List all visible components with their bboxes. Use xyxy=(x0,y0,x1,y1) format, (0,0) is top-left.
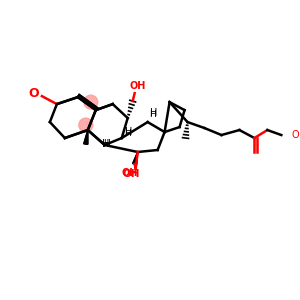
Text: H: H xyxy=(102,139,110,149)
Circle shape xyxy=(84,95,98,109)
Circle shape xyxy=(79,118,93,132)
Text: OH: OH xyxy=(130,81,146,91)
Polygon shape xyxy=(84,130,88,144)
Polygon shape xyxy=(84,130,88,144)
Text: OH: OH xyxy=(122,168,138,178)
Text: O: O xyxy=(291,130,299,140)
Text: H: H xyxy=(150,108,157,118)
Text: H: H xyxy=(125,127,132,137)
Text: H: H xyxy=(149,110,156,118)
Text: H: H xyxy=(103,139,110,148)
Text: H: H xyxy=(124,128,131,137)
Text: OH: OH xyxy=(123,169,140,179)
Polygon shape xyxy=(133,152,138,164)
Polygon shape xyxy=(133,152,138,164)
Text: O: O xyxy=(28,87,39,100)
